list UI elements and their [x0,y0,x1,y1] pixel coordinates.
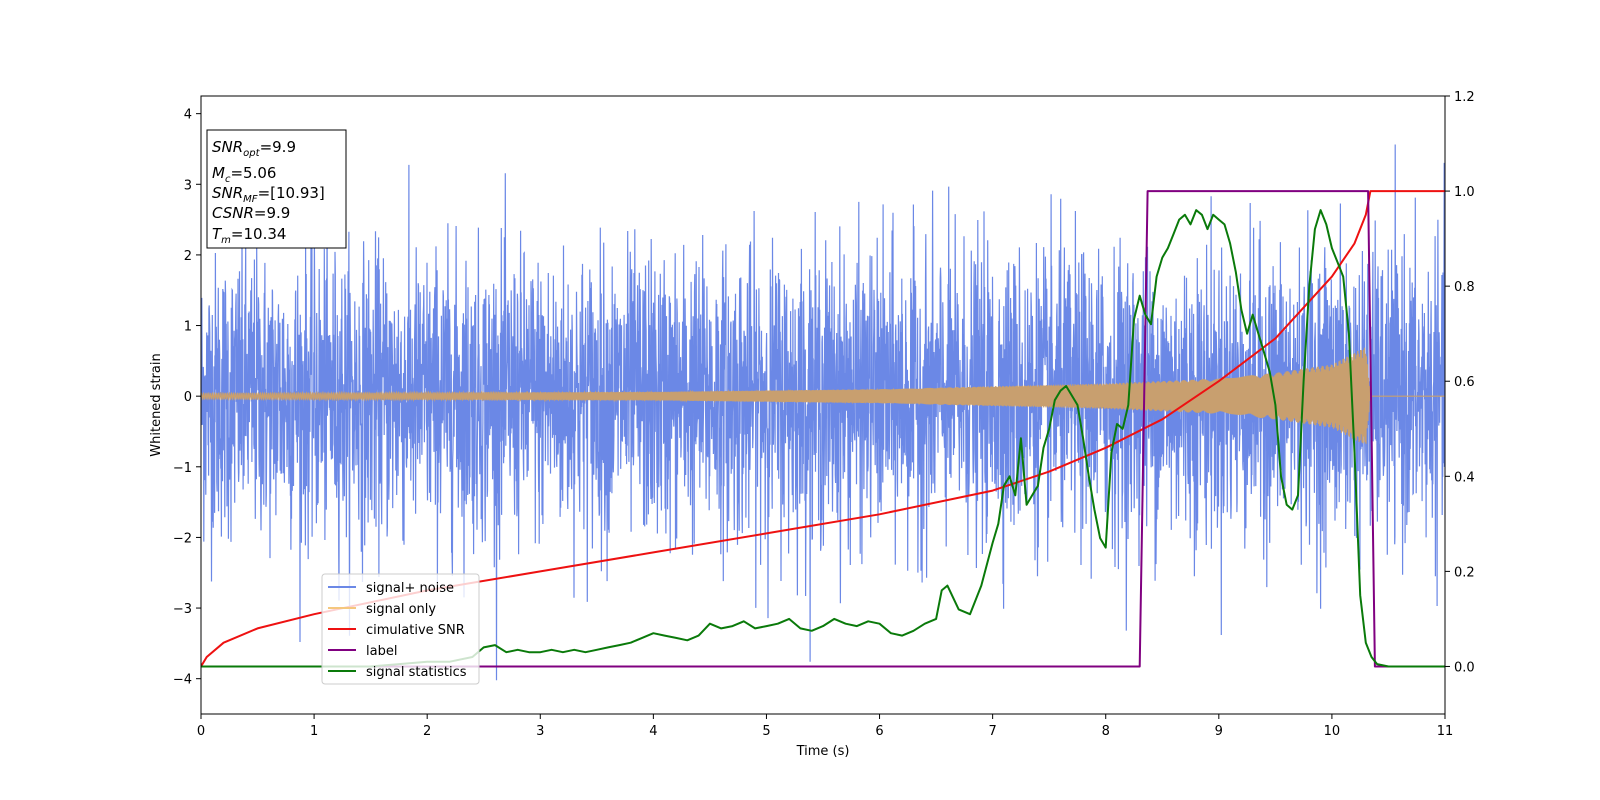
legend-frame [321,573,480,685]
series-line-cimulative-snr [201,190,1445,668]
info-box-frame [206,129,347,249]
y-right-tick-label: 0.4 [1454,470,1475,485]
info-line: Mc=5.06 [212,164,276,185]
x-tick-label: 2 [423,724,431,739]
legend-entry: signal+ noise [366,581,454,596]
x-axis-label: Time (s) [796,744,850,759]
legend-entry: signal only [366,602,436,617]
series-line-signal-only [201,347,1445,444]
x-tick-label: 8 [1102,724,1110,739]
x-tick-label: 7 [988,724,996,739]
x-tick-label: 0 [197,724,205,739]
legend-entry: label [366,644,397,659]
x-tick-label: 5 [762,724,770,739]
y-left-tick-label: 4 [184,108,192,123]
x-tick-label: 4 [649,724,657,739]
x-tick-label: 9 [1215,724,1223,739]
x-axis: 0 1 2 3 4 5 6 7 8 9 10 11 [197,714,1453,739]
y-left-tick-label: 3 [184,178,192,193]
y-right-tick-label: 0.0 [1454,660,1475,675]
y-left-tick-label: −3 [173,602,192,617]
info-line: Tm=10.34 [212,225,286,246]
y-right-tick-label: 1.0 [1454,185,1475,200]
legend-entry: cimulative SNR [366,623,465,638]
y-left-tick-label: 0 [184,390,192,405]
y-axis-left: −4 −3 −2 −1 0 1 2 3 4 [173,108,201,688]
legend: signal+ noise signal only cimulative SNR la… [321,573,480,685]
y-axis-right: 0.0 0.2 0.4 0.6 0.8 1.0 1.2 [1445,90,1475,675]
x-tick-label: 10 [1324,724,1341,739]
plot-area [201,144,1445,681]
y-left-tick-label: −4 [173,673,192,688]
info-line: SNRopt=9.9 [212,138,296,159]
series-line-signal-noise [201,144,1445,681]
plot-frame [200,95,1446,715]
info-line: SNRMF=[10.93] [212,184,325,205]
x-tick-label: 11 [1437,724,1454,739]
y-right-tick-label: 0.8 [1454,280,1475,295]
y-left-tick-label: 1 [184,320,192,335]
y-right-tick-label: 1.2 [1454,90,1475,105]
y-left-tick-label: −1 [173,461,192,476]
y-left-tick-label: −2 [173,531,192,546]
series-line-signal-statistics [201,209,1445,668]
y-left-tick-label: 2 [184,249,192,264]
x-tick-label: 3 [536,724,544,739]
legend-entry: signal statistics [366,665,467,680]
y-right-tick-label: 0.2 [1454,565,1475,580]
x-tick-label: 1 [310,724,318,739]
y-axis-label: Whitened strain [149,353,164,456]
y-right-tick-label: 0.6 [1454,375,1475,390]
x-tick-label: 6 [875,724,883,739]
info-line: CSNR=9.9 [212,204,290,222]
